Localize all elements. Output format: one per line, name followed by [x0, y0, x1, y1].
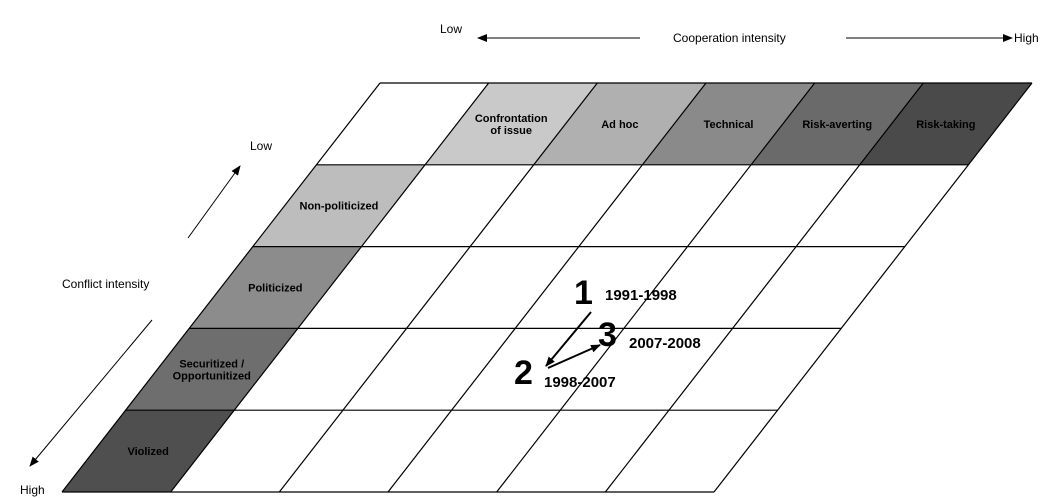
conflict-axis-low-label: Low	[250, 139, 272, 153]
cooperation-level-label: Risk-taking	[916, 119, 975, 131]
conflict-level-label: Non-politicized	[300, 201, 379, 213]
conflict-level-cell	[252, 164, 426, 247]
cooperation-level-cell	[859, 83, 1032, 165]
grid-column-line	[604, 82, 924, 493]
trajectory-arrow-1-to-2	[545, 311, 592, 367]
matrix-cells: Confrontation of issue Ad hoc Technical Risk…	[62, 83, 1032, 492]
conflict-level-cell	[62, 410, 235, 492]
trajectory-arrow-2-to-3	[547, 344, 601, 369]
period-3: 3 2007-2008	[598, 316, 701, 354]
grid-column-line	[61, 82, 381, 493]
grid-column-line	[496, 82, 816, 493]
cooperation-level-cell	[425, 83, 598, 165]
period-3-number: 3	[598, 316, 617, 354]
conflict-axis-down-arrow	[29, 319, 153, 467]
period-1-years: 1991-1998	[605, 287, 677, 304]
period-1: 1 1991-1998	[574, 274, 677, 312]
cooperation-level-label: Technical	[704, 119, 754, 131]
cooperation-level-label: Ad hoc	[601, 119, 638, 131]
conflict-level-cell	[125, 328, 298, 411]
period-2: 2 1998-2007	[514, 354, 616, 392]
cooperation-level-cell	[533, 83, 706, 165]
period-2-number: 2	[514, 354, 533, 392]
conflict-level-label: Securitized / Opportunitized	[173, 358, 251, 382]
trajectory	[545, 311, 601, 369]
conflict-axis-high-label: High	[20, 483, 45, 497]
conflict-axis: Low Conflict intensity High	[20, 139, 272, 497]
conflict-level-label: Politicized	[248, 283, 302, 295]
conflict-level-label: Violized	[127, 446, 168, 458]
period-2-years: 1998-2007	[544, 374, 616, 391]
conflict-axis-label: Conflict intensity	[62, 277, 149, 291]
cooperation-axis-label: Cooperation intensity	[673, 31, 786, 45]
conflict-level-cell	[189, 246, 362, 329]
period-1-number: 1	[574, 274, 593, 312]
cooperation-axis-high-label: High	[1014, 31, 1039, 45]
cooperation-axis-low-label: Low	[440, 22, 462, 36]
grid-column-line	[170, 82, 490, 493]
period-3-years: 2007-2008	[629, 335, 701, 352]
matrix-grid	[61, 82, 1033, 493]
conflict-axis-up-arrow	[187, 165, 241, 239]
grid-column-line	[387, 82, 707, 493]
cooperation-level-cell	[642, 83, 815, 165]
grid-column-line	[713, 82, 1033, 493]
cooperation-level-label: Risk-averting	[802, 119, 872, 131]
cooperation-level-label: Confrontation of issue	[475, 113, 548, 137]
cooperation-axis: Low Cooperation intensity High	[440, 22, 1039, 45]
cooperation-level-cell	[751, 83, 924, 165]
grid-column-line	[278, 82, 598, 493]
